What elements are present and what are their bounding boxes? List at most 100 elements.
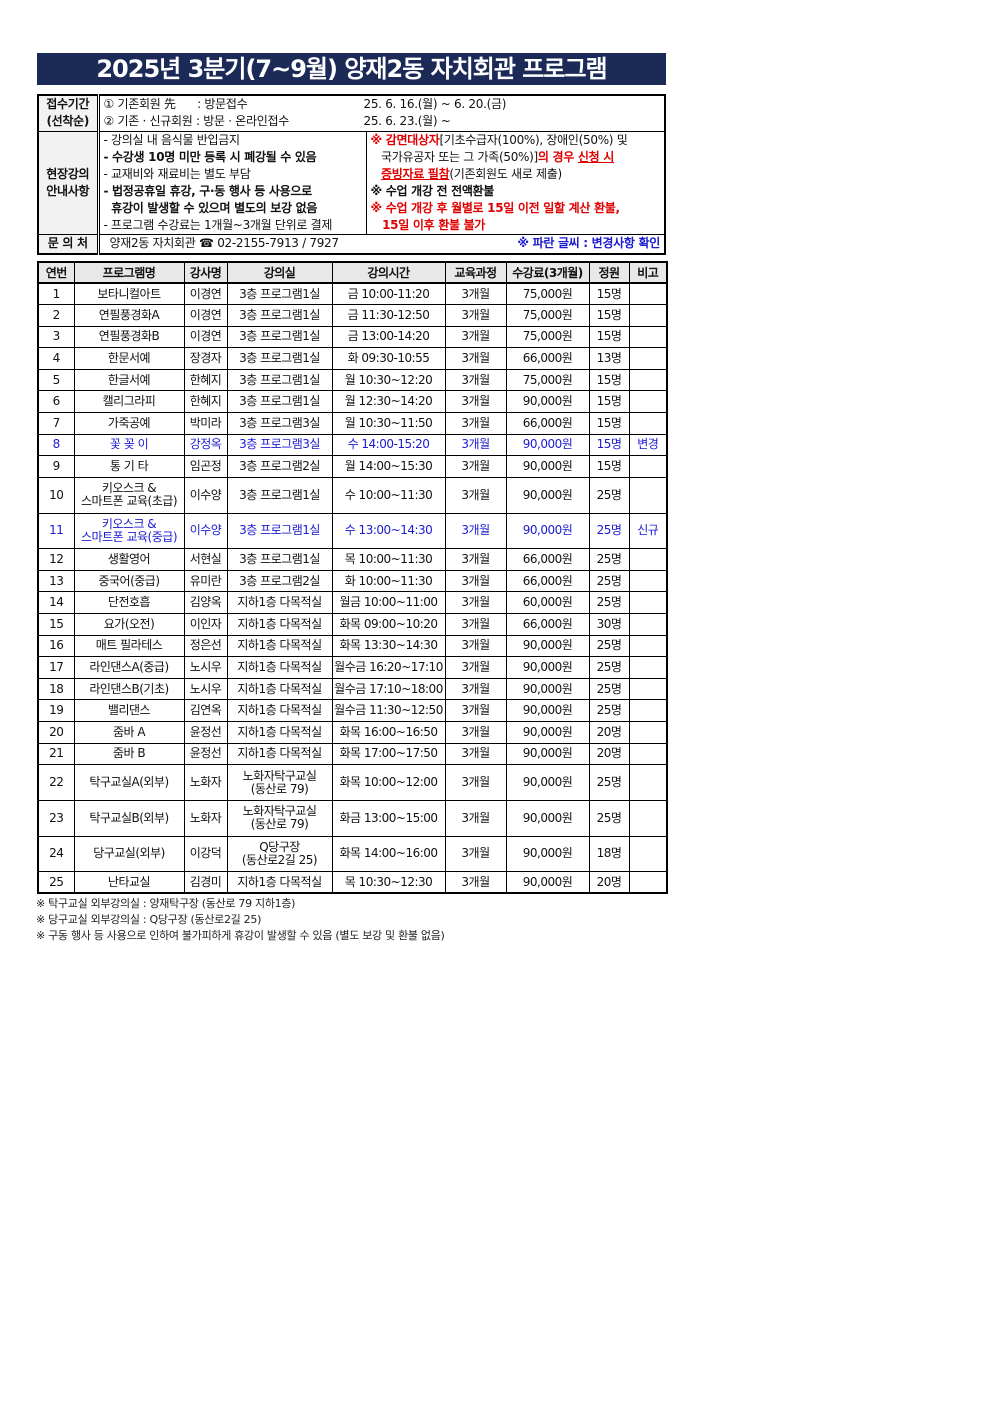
cell-course: 3개월: [444, 835, 507, 873]
cell-fee: 90,000원: [505, 512, 590, 550]
cell-program-name: 탁구교실A(외부): [73, 764, 185, 801]
cell-room: 3층 프로그램3실: [226, 412, 333, 435]
cell-course: 3개월: [444, 656, 507, 679]
cell-capacity: 20명: [588, 871, 630, 894]
cell-instructor: 이수양: [183, 476, 228, 514]
cell-no: 17: [37, 656, 75, 679]
cell-fee: 90,000원: [505, 455, 590, 478]
reception-line-2: ② 기존 · 신규회원 : 방문 · 온라인접수: [104, 113, 364, 130]
cell-program-name: 난타교실: [73, 871, 185, 894]
cell-course: 3개월: [444, 613, 507, 636]
cell-no: 13: [37, 569, 75, 593]
cell-remark: [628, 282, 668, 306]
guide-text: 휴강이 발생할 수 있으며 별도의 보강 없음: [103, 200, 318, 215]
table-row: 7 가죽공예 박미라 3층 프로그램3실 월 10:30~11:50 3개월 66,000원…: [37, 412, 668, 435]
guide-text: - 교재비와 재료비는 별도 부담: [103, 166, 251, 181]
guide-text: 국가유공자 또는 그 가족(50%)]: [370, 149, 538, 164]
guide-text: 감면대상자: [385, 132, 440, 147]
note: ※ 당구교실 외부강의실 : Q당구장 (동산로2길 25): [36, 913, 262, 926]
table-row: 24 당구교실(외부) 이강덕 Q당구장 (동산로2길 25) 화목 14:00~16:…: [37, 835, 668, 873]
label-line: 접수기간: [46, 97, 90, 112]
cell-room: 노화자탁구교실 (동산로 79): [226, 764, 333, 801]
guide-right: ※ 감면대상자[기초수급자(100%), 장애인(50%) 및 국가유공자 또는…: [365, 130, 666, 235]
cell-program-name: 줌바 A: [73, 720, 185, 744]
cell-program-name: 생활영어: [73, 548, 185, 571]
cell-fee: 66,000원: [505, 569, 590, 593]
cell-instructor: 노시우: [183, 677, 228, 701]
cell-room: 지하1층 다목적실: [226, 871, 333, 894]
guide-line: - 교재비와 재료비는 별도 부담: [104, 166, 362, 183]
cell-room: 3층 프로그램2실: [226, 569, 333, 593]
cell-time: 화목 17:00~17:50: [331, 742, 446, 766]
cell-fee: 75,000원: [505, 304, 590, 327]
cell-instructor: 박미라: [183, 412, 228, 435]
table-row: 12 생활영어 서현실 3층 프로그램1실 목 10:00~11:30 3개월 66,000…: [37, 548, 668, 571]
cell-room: 지하1층 다목적실: [226, 613, 333, 636]
guide-line: ※ 수업 개강 전 전액환불: [371, 183, 661, 200]
cell-course: 3개월: [444, 455, 507, 478]
cell-fee: 66,000원: [505, 613, 590, 636]
cell-no: 15: [37, 613, 75, 636]
cell-instructor: 한혜지: [183, 368, 228, 392]
cell-program-name: 키오스크 & 스마트폰 교육(초급): [73, 476, 185, 514]
cell-no: 22: [37, 764, 75, 801]
who: ① 기존회원 先: [103, 97, 176, 112]
table-row: 17 라인댄스A(중급) 노시우 지하1층 다목적실 월수금 16:20~17:10 3개…: [37, 656, 668, 679]
cell-no: 8: [37, 433, 75, 457]
table-row: 3 연필풍경화B 이경연 3층 프로그램1실 금 13:00-14:20 3개월 75,00…: [37, 325, 668, 349]
cell-fee: 90,000원: [505, 871, 590, 894]
cell-program-name: 줌바 B: [73, 742, 185, 766]
cell-remark: [628, 412, 668, 435]
guide-line: ※ 수업 개강 후 월별로 15일 이전 일할 계산 환불,: [371, 200, 661, 217]
cell-time: 화금 13:00~15:00: [331, 799, 446, 837]
guide-line: ※ 감면대상자[기초수급자(100%), 장애인(50%) 및: [371, 132, 661, 149]
guide-line: - 수강생 10명 미만 등록 시 폐강될 수 있음: [104, 149, 362, 166]
cell-time: 월 12:30~14:20: [331, 390, 446, 414]
info-box: 접수기간 (선착순) ① 기존회원 先 : 방문접수 25. 6. 16.(월) ~…: [37, 94, 666, 255]
cell-fee: 90,000원: [505, 433, 590, 457]
table-row: 22 탁구교실A(외부) 노화자 노화자탁구교실 (동산로 79) 화목 10:00~1…: [37, 764, 668, 801]
table-row: 5 한글서예 한혜지 3층 프로그램1실 월 10:30~12:20 3개월 75,000원…: [37, 368, 668, 392]
cell-fee: 75,000원: [505, 368, 590, 392]
note: ※ 탁구교실 외부강의실 : 양재탁구장 (동산로 79 지하1층): [36, 897, 296, 910]
cell-program-name: 중국어(중급): [73, 569, 185, 593]
cell-time: 월 10:30~11:50: [331, 412, 446, 435]
cell-time: 월 14:00~15:30: [331, 455, 446, 478]
cell-no: 19: [37, 699, 75, 722]
cell-no: 18: [37, 677, 75, 701]
cell-no: 12: [37, 548, 75, 571]
guide-text: ※: [370, 132, 386, 147]
column-header: 강사명: [183, 261, 228, 284]
cell-course: 3개월: [444, 764, 507, 801]
cell-capacity: 15명: [588, 412, 630, 435]
cell-instructor: 정은선: [183, 634, 228, 658]
cell-room: 3층 프로그램1실: [226, 476, 333, 514]
cell-remark: [628, 455, 668, 478]
table-row: 11 키오스크 & 스마트폰 교육(중급) 이수양 3층 프로그램1실 수 13:00~…: [37, 512, 668, 550]
guide-line: 휴강이 발생할 수 있으며 별도의 보강 없음: [104, 200, 362, 217]
cell-capacity: 25명: [588, 512, 630, 550]
cell-no: 2: [37, 304, 75, 327]
table-row: 6 캘리그라피 한혜지 3층 프로그램1실 월 12:30~14:20 3개월 90,000…: [37, 390, 668, 414]
cell-instructor: 이경연: [183, 282, 228, 306]
note: ※ 구동 행사 등 사용으로 인하여 불가피하게 휴강이 발생할 수 있음 (별…: [36, 929, 445, 942]
footnotes: ※ 탁구교실 외부강의실 : 양재탁구장 (동산로 79 지하1층) ※ 당구교…: [36, 896, 445, 944]
column-header: 정원: [588, 261, 630, 284]
cell-room: 3층 프로그램1실: [226, 304, 333, 327]
cell-instructor: 장경자: [183, 347, 228, 370]
guide-text: ※ 수업 개강 후 월별로 15일 이전 일할 계산 환불,: [370, 200, 621, 215]
cell-fee: 90,000원: [505, 764, 590, 801]
cell-fee: 90,000원: [505, 677, 590, 701]
cell-program-name: 가죽공예: [73, 412, 185, 435]
guide-text: 신청 시: [577, 149, 614, 164]
cell-fee: 75,000원: [505, 282, 590, 306]
cell-course: 3개월: [444, 591, 507, 614]
table-row: 19 밸리댄스 김연옥 지하1층 다목적실 월수금 11:30~12:50 3개월 90,0…: [37, 699, 668, 722]
cell-time: 금 13:00-14:20: [331, 325, 446, 349]
cell-capacity: 15명: [588, 304, 630, 327]
cell-instructor: 김연옥: [183, 699, 228, 722]
column-header: 강의실: [226, 261, 333, 284]
cell-room: Q당구장 (동산로2길 25): [226, 835, 333, 873]
cell-no: 6: [37, 390, 75, 414]
